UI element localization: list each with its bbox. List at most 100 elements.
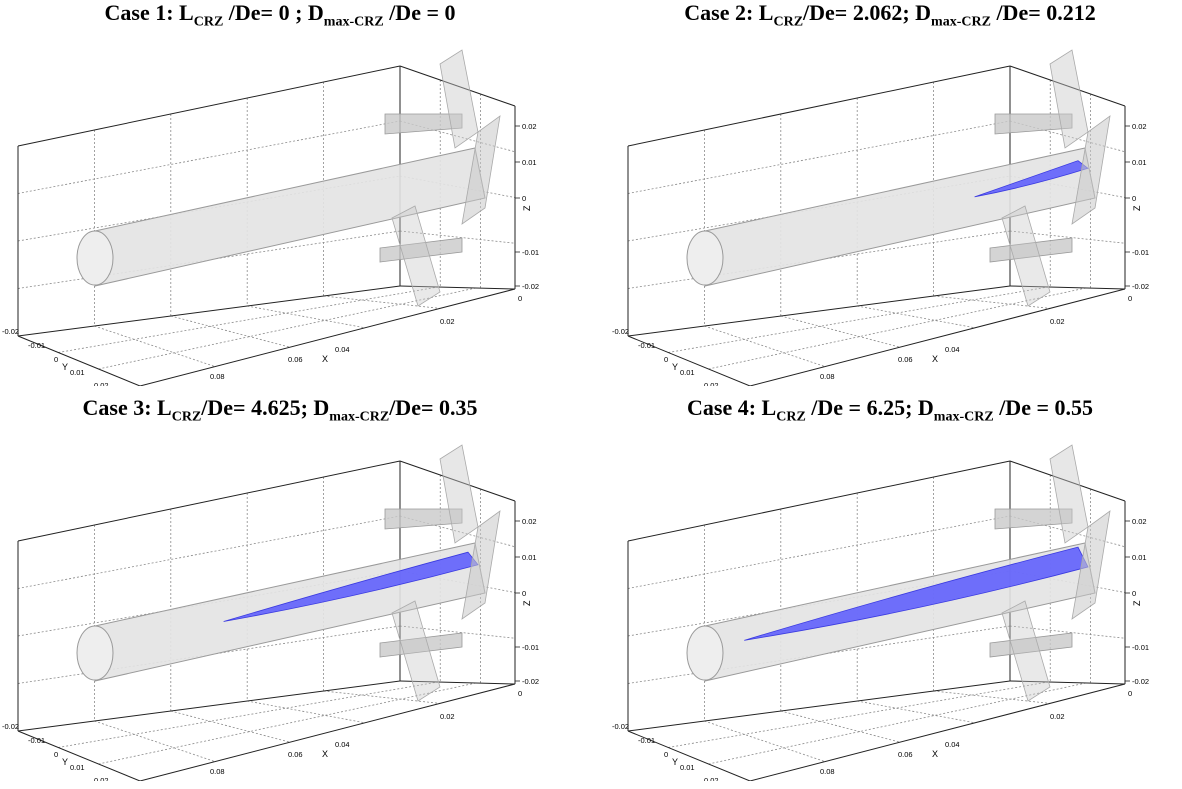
floor-grid-y-1 [708, 682, 1086, 765]
x-tick-label-0: 0.02 [1050, 712, 1065, 721]
y-tick-label-4: 0.02 [94, 776, 109, 781]
floor-grid-x-0 [704, 325, 826, 367]
back-wall-grid-h-0 [17, 515, 401, 589]
box-edge-2 [627, 285, 1011, 337]
z-axis-label: Z [522, 600, 532, 606]
case-2-plot: 0.020.010-0.01-0.020Z0.020.040.060.08X-0… [612, 49, 1149, 386]
x-tick-label-0: 0.02 [440, 317, 455, 326]
z-tick-label-4: -0.02 [522, 282, 539, 291]
cylinder-end-cap [76, 230, 114, 286]
cylinder-end-cap [686, 625, 724, 681]
case-1-title: Case 1: LCRZ /De= 0 ; Dmax-CRZ /De = 0 [104, 0, 456, 30]
case-1-plot: 0.020.010-0.01-0.020Z0.020.040.060.08X-0… [2, 49, 539, 386]
x-tick-label-2: 0.06 [288, 355, 303, 364]
floor-grid-y-0 [58, 681, 439, 748]
x-tick-label-0: 0.02 [1050, 317, 1065, 326]
z-tick-label-0: 0.02 [522, 517, 537, 526]
z-tick-label-3: -0.01 [1132, 248, 1149, 257]
floor-grid-x-0 [94, 720, 216, 762]
z-tick-label-2: 0 [522, 194, 526, 203]
z-tick-label-3: -0.01 [522, 248, 539, 257]
y-tick-label-4: 0.02 [704, 776, 719, 781]
z-tick-label-2: 0 [1132, 194, 1136, 203]
side-wall-grid-h-1 [1009, 570, 1126, 593]
box-edge-0 [627, 65, 1011, 147]
y-tick-label-4: 0.02 [94, 381, 109, 386]
z-tick-label-4: -0.02 [522, 677, 539, 686]
vertical-fin-bottom [391, 600, 441, 702]
y-axis-label: Y [62, 757, 68, 767]
x-axis-label: X [932, 354, 938, 364]
vertical-fin-bottom [391, 205, 441, 307]
upper-fin [384, 508, 463, 530]
upper-fin [994, 508, 1073, 530]
floor-grid-x-1 [780, 315, 901, 348]
y-tick-label-3: 0.01 [70, 763, 85, 772]
x-axis-label: X [322, 749, 328, 759]
side-wall-grid-h-1 [399, 175, 516, 198]
y-tick-label-3: 0.01 [70, 368, 85, 377]
z-tick-label-1: 0.01 [522, 158, 537, 167]
side-wall-grid-h-2 [399, 230, 516, 244]
y-tick-label-2: 0 [664, 750, 668, 759]
case-1-panel: Case 1: LCRZ /De= 0 ; Dmax-CRZ /De = 0 0… [0, 0, 560, 386]
case-4-panel: Case 4: LCRZ /De = 6.25; Dmax-CRZ /De = … [610, 395, 1170, 781]
lower-fin [989, 237, 1073, 263]
z-tick-label-0: 0.02 [1132, 122, 1147, 131]
vertical-fin-bottom [1001, 600, 1051, 702]
y-axis-label: Y [672, 757, 678, 767]
z-tick-label-extra: 0 [1128, 689, 1132, 698]
y-axis-label: Y [672, 362, 678, 372]
box-edge-2 [627, 680, 1011, 732]
vertical-fin-top [1049, 444, 1089, 544]
box-edge-7 [17, 335, 141, 386]
y-tick-label-0: -0.02 [2, 722, 19, 731]
x-tick-label-2: 0.06 [898, 355, 913, 364]
floor-grid-x-1 [170, 710, 291, 743]
vertical-fin-front [461, 510, 501, 620]
cylinder-end-cap [76, 625, 114, 681]
case-4-title: Case 4: LCRZ /De = 6.25; Dmax-CRZ /De = … [687, 395, 1093, 425]
box-edge-8 [139, 288, 516, 386]
box-edge-2 [17, 285, 401, 337]
lower-fin [989, 632, 1073, 658]
side-wall-grid-h-1 [399, 570, 516, 593]
y-axis-label: Y [62, 362, 68, 372]
side-wall-grid-h-1 [1009, 175, 1126, 198]
y-tick-label-3: 0.01 [680, 368, 695, 377]
floor-grid-x-1 [170, 315, 291, 348]
y-tick-label-4: 0.02 [704, 381, 719, 386]
y-tick-label-2: 0 [664, 355, 668, 364]
back-wall-grid-h-0 [627, 120, 1011, 194]
side-wall-grid-h-2 [1009, 230, 1126, 244]
box-edge-0 [627, 460, 1011, 542]
floor-grid-x-1 [780, 710, 901, 743]
x-tick-label-2: 0.06 [288, 750, 303, 759]
y-tick-label-1: -0.01 [28, 736, 45, 745]
box-edge-6 [1009, 285, 1126, 290]
floor-grid-y-1 [708, 287, 1086, 370]
box-edge-2 [17, 680, 401, 732]
box-edge-4 [399, 65, 516, 107]
y-tick-label-1: -0.01 [638, 736, 655, 745]
floor-grid-x-0 [704, 720, 826, 762]
vertical-fin-front [1071, 510, 1111, 620]
case-2-panel: Case 2: LCRZ/De= 2.062; Dmax-CRZ /De= 0.… [610, 0, 1170, 386]
floor-grid-y-1 [98, 287, 476, 370]
box-edge-6 [399, 285, 516, 290]
z-tick-label-0: 0.02 [522, 122, 537, 131]
z-tick-label-2: 0 [1132, 589, 1136, 598]
box-edge-7 [627, 335, 751, 386]
floor-grid-x-3 [323, 295, 441, 309]
box-edge-8 [749, 288, 1126, 386]
y-tick-label-3: 0.01 [680, 763, 695, 772]
box-edge-6 [399, 680, 516, 685]
x-tick-label-1: 0.04 [335, 345, 350, 354]
z-tick-label-0: 0.02 [1132, 517, 1147, 526]
lower-fin [379, 632, 463, 658]
x-tick-label-3: 0.08 [210, 767, 225, 776]
box-edge-8 [139, 683, 516, 781]
z-axis-label: Z [522, 205, 532, 211]
vertical-fin-top [439, 49, 479, 149]
vertical-fin-top [439, 444, 479, 544]
